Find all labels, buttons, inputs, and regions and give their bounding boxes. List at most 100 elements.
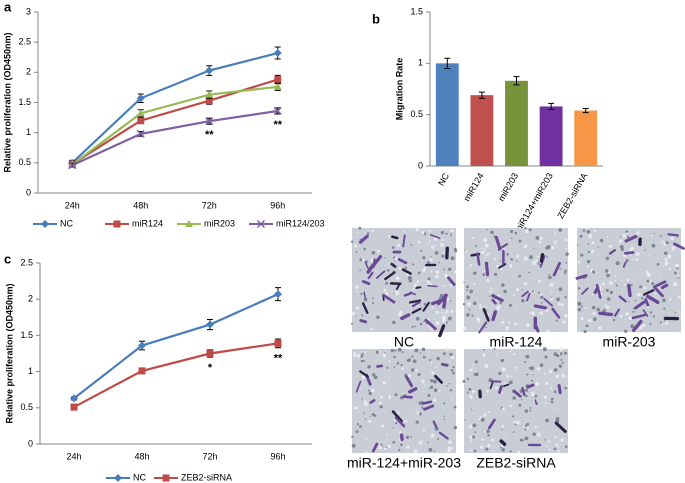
speckle — [533, 248, 535, 250]
cell — [369, 399, 376, 404]
speckle — [500, 358, 505, 363]
speckle — [466, 289, 468, 291]
speckle — [430, 256, 432, 258]
speckle — [406, 359, 410, 362]
cell — [359, 370, 369, 378]
cell — [624, 251, 635, 255]
speckle — [499, 301, 502, 305]
speckle — [421, 347, 426, 352]
speckle — [398, 288, 401, 291]
speckle — [630, 283, 633, 286]
speckle — [593, 229, 597, 233]
error-bar — [582, 108, 589, 114]
speckle — [524, 227, 527, 230]
speckle — [442, 318, 446, 323]
speckle — [524, 404, 526, 407]
speckle — [441, 254, 445, 258]
speckle — [440, 230, 445, 235]
speckle — [418, 440, 423, 445]
cell — [581, 287, 589, 295]
speckle — [512, 396, 516, 400]
x-tick-label: 72h — [202, 451, 217, 461]
speckle — [478, 327, 480, 329]
micrograph — [575, 227, 685, 334]
speckle — [469, 268, 471, 270]
speckle — [558, 352, 561, 355]
speckle — [431, 433, 434, 436]
speckle — [469, 368, 473, 372]
speckle — [394, 429, 396, 431]
speckle — [525, 424, 528, 427]
speckle — [549, 282, 554, 287]
speckle — [355, 251, 358, 253]
speckle — [471, 389, 475, 393]
speckle — [419, 352, 422, 354]
speckle — [453, 270, 457, 274]
speckle — [635, 252, 640, 257]
speckle — [564, 238, 568, 242]
speckle — [353, 407, 357, 410]
speckle — [588, 234, 593, 239]
y-tick-label: 0.5 — [20, 402, 33, 412]
cell — [660, 283, 669, 290]
speckle — [472, 364, 475, 366]
speckle — [604, 304, 607, 307]
speckle — [516, 420, 520, 425]
speckle — [635, 258, 639, 261]
speckle — [664, 261, 669, 266]
micrograph-caption: NC — [394, 334, 414, 350]
speckle — [350, 240, 354, 243]
speckle — [463, 281, 465, 283]
point — [138, 341, 146, 350]
speckle — [577, 287, 581, 290]
speckle — [539, 311, 543, 315]
cell — [673, 242, 685, 250]
speckle — [483, 238, 488, 242]
speckle — [556, 297, 560, 302]
speckle — [526, 427, 529, 430]
speckle — [577, 260, 581, 264]
speckle — [400, 443, 403, 447]
speckle — [640, 293, 643, 296]
speckle — [501, 320, 505, 324]
error-bar — [478, 91, 485, 99]
speckle — [436, 356, 440, 361]
speckle — [532, 261, 536, 266]
speckle — [466, 313, 470, 317]
speckle — [464, 250, 468, 253]
speckle — [431, 371, 435, 375]
speckle — [421, 231, 425, 235]
speckle — [624, 329, 628, 333]
cell — [526, 383, 535, 389]
speckle — [585, 324, 589, 328]
speckle — [614, 275, 617, 277]
speckle — [450, 233, 453, 235]
speckle — [507, 321, 511, 324]
speckle — [446, 451, 448, 453]
y-tick-label: 1.5 — [20, 330, 33, 340]
speckle — [433, 388, 438, 392]
speckle — [556, 408, 559, 411]
speckle — [429, 358, 432, 362]
y-tick-label: 2 — [26, 67, 31, 77]
speckle — [450, 256, 455, 261]
cell — [667, 233, 679, 237]
speckle — [593, 317, 597, 321]
speckle — [580, 305, 583, 308]
speckle — [536, 432, 541, 437]
line — [71, 85, 278, 166]
cell — [395, 283, 401, 290]
y-tick-label: 2 — [28, 294, 33, 304]
speckle — [642, 323, 646, 328]
speckle — [450, 355, 455, 360]
speckle — [493, 348, 496, 351]
speckle — [491, 439, 494, 441]
speckle — [445, 321, 448, 324]
legend-label: miR203 — [204, 218, 235, 228]
speckle — [410, 368, 415, 372]
speckle — [518, 239, 522, 243]
speckle — [449, 352, 453, 356]
micrograph — [351, 347, 457, 454]
speckle — [678, 310, 681, 313]
cell — [613, 308, 621, 317]
